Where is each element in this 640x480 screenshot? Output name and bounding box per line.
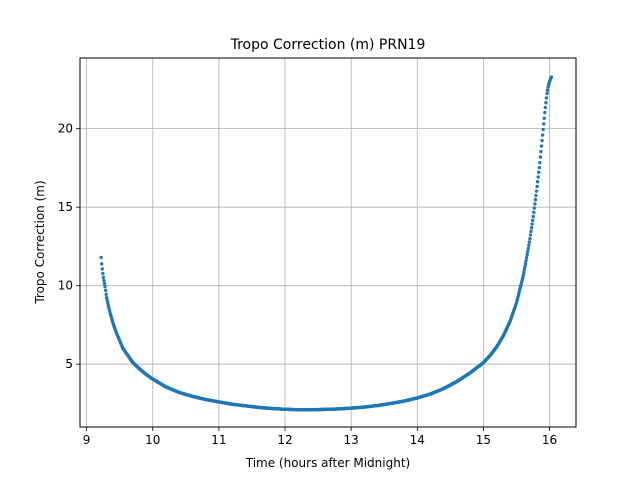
- data-point: [539, 149, 543, 154]
- data-point: [545, 91, 549, 96]
- data-point: [536, 175, 540, 179]
- y-tick-label: 20: [58, 122, 73, 136]
- data-point: [102, 281, 107, 286]
- x-tick-label: 12: [277, 433, 292, 447]
- data-point: [524, 259, 528, 263]
- data-point: [99, 255, 103, 260]
- y-tick-label: 5: [65, 357, 73, 371]
- data-point: [532, 210, 536, 214]
- data-point: [528, 236, 532, 241]
- data-point: [524, 256, 529, 260]
- x-tick-label: 15: [476, 433, 491, 447]
- data-point: [525, 252, 529, 257]
- data-point: [537, 170, 541, 175]
- data-point: [523, 261, 528, 266]
- chart-title: Tropo Correction (m) PRN19: [230, 37, 426, 53]
- data-point: [538, 160, 542, 165]
- data-point: [526, 249, 530, 254]
- data-point: [529, 229, 533, 234]
- data-point: [523, 264, 527, 269]
- data-point: [549, 75, 554, 79]
- data-point: [539, 144, 544, 148]
- data-point: [533, 198, 538, 202]
- data-point: [540, 133, 545, 137]
- plot-frame: [79, 57, 577, 428]
- data-point: [541, 127, 545, 132]
- x-tick-label: 9: [83, 433, 91, 447]
- data-point: [102, 278, 106, 283]
- x-tick-label: 14: [410, 433, 425, 447]
- data-point: [100, 262, 104, 266]
- x-tick-label: 16: [542, 433, 557, 447]
- data-point: [538, 155, 543, 159]
- data-point: [542, 122, 546, 126]
- data-point: [522, 270, 526, 274]
- data-point: [543, 105, 548, 110]
- data-point: [537, 165, 541, 170]
- data-point: [106, 301, 110, 305]
- data-point: [531, 214, 535, 219]
- data-point: [534, 189, 539, 193]
- x-tick-label: 10: [145, 433, 160, 447]
- data-point: [529, 225, 534, 230]
- data-point: [545, 88, 550, 92]
- data-point: [103, 284, 107, 289]
- data-point: [527, 243, 531, 247]
- y-tick-label: 15: [58, 200, 73, 214]
- x-tick-label: 11: [211, 433, 226, 447]
- data-point: [530, 222, 534, 226]
- data-point: [542, 116, 546, 120]
- data-point: [104, 296, 109, 300]
- data-points: [99, 75, 554, 412]
- data-point: [532, 206, 537, 210]
- data-point: [104, 292, 108, 297]
- data-point: [100, 267, 104, 271]
- data-point: [544, 101, 548, 105]
- grid-lines: [80, 58, 576, 427]
- axis-ticks: 9 10 11 12 13 14 15 16 5 10 15 20: [58, 122, 557, 447]
- x-axis-label: Time (hours after Midnight): [245, 456, 410, 470]
- data-point: [528, 233, 533, 237]
- data-point: [526, 246, 530, 251]
- data-point: [101, 275, 106, 280]
- data-point: [521, 273, 526, 277]
- data-point: [540, 138, 544, 143]
- data-point: [535, 184, 539, 189]
- y-axis-label: Tropo Correction (m): [33, 180, 47, 304]
- data-point: [544, 96, 549, 100]
- data-point: [530, 218, 535, 223]
- y-tick-label: 10: [58, 279, 73, 293]
- data-point: [535, 180, 540, 184]
- data-point: [534, 193, 538, 198]
- data-point: [533, 202, 537, 206]
- data-point: [105, 298, 109, 303]
- x-tick-label: 13: [344, 433, 359, 447]
- data-point: [522, 267, 527, 272]
- data-point: [527, 240, 532, 244]
- data-point: [543, 110, 547, 115]
- data-point: [101, 271, 105, 276]
- data-point: [103, 288, 108, 293]
